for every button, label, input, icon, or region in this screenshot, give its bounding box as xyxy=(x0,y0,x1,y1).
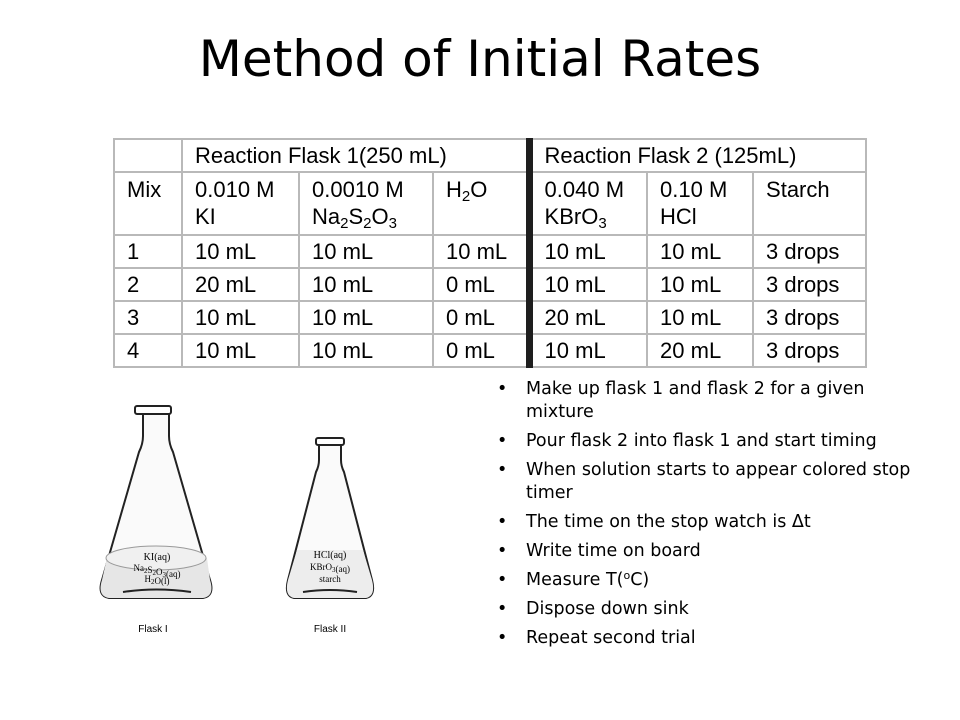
bullet-item: Pour flask 2 into flask 1 and start timi… xyxy=(497,430,937,453)
table-cell: 2 xyxy=(113,267,183,302)
table-cell: 10 mL xyxy=(298,300,434,335)
flask-1-label-1: KI(aq) xyxy=(144,552,171,563)
table-cell: 10 mL xyxy=(525,234,649,269)
table-cell: 3 drops xyxy=(752,234,868,269)
bullet-item: Repeat second trial xyxy=(497,627,937,650)
flask-1-icon: KI(aq) Na2S2O3(aq) H2O(l) Flask I xyxy=(99,405,213,635)
col-water-name: H2O xyxy=(446,177,488,205)
table-cell: 4 xyxy=(113,333,183,368)
col-kbro3-name: KBrO3 xyxy=(544,204,607,232)
flask2-header: Reaction Flask 2 (125mL) xyxy=(525,138,868,173)
reaction-mix-table: Reaction Flask 1(250 mL) Reaction Flask … xyxy=(113,138,868,368)
table-cell: 10 mL xyxy=(298,333,434,368)
col-ki-conc: 0.010 M xyxy=(195,177,275,202)
flask-2-icon: HCl(aq) KBrO3(aq) starch Flask II xyxy=(285,437,375,635)
flask-illustration: KI(aq) Na2S2O3(aq) H2O(l) Flask I HCl(aq… xyxy=(99,405,375,635)
table-header-row: Reaction Flask 1(250 mL) Reaction Flask … xyxy=(113,138,868,173)
bullet-item: Dispose down sink xyxy=(497,598,937,621)
table-row: 1 10 mL 10 mL 10 mL 10 mL 10 mL 3 drops xyxy=(113,234,868,269)
table-cell: 3 drops xyxy=(752,267,868,302)
table-cell: 3 xyxy=(113,300,183,335)
col-kbro3: 0.040 M KBrO3 xyxy=(525,171,649,236)
bullet-item: The time on the stop watch is Δt xyxy=(497,511,937,534)
col-kbro3-conc: 0.040 M xyxy=(544,177,625,202)
slide-title: Method of Initial Rates xyxy=(198,30,762,88)
bullet-item: Write time on board xyxy=(497,540,937,563)
flask-2-label-3: starch xyxy=(319,574,341,584)
bullet-item: Measure T(oC) xyxy=(497,569,937,592)
table-cell: 10 mL xyxy=(431,234,531,269)
bullet-item: When solution starts to appear colored s… xyxy=(497,459,937,505)
table-cell: 0 mL xyxy=(431,300,531,335)
col-thiosulfate-conc: 0.0010 M xyxy=(312,177,404,202)
flask1-header: Reaction Flask 1(250 mL) xyxy=(180,138,531,173)
table-row: 2 20 mL 10 mL 0 mL 10 mL 10 mL 3 drops xyxy=(113,267,868,302)
bullet-item: Make up flask 1 and flask 2 for a given … xyxy=(497,378,937,424)
table-cell: 10 mL xyxy=(646,234,755,269)
table-cell: 10 mL xyxy=(181,333,300,368)
table-row: 4 10 mL 10 mL 0 mL 10 mL 20 mL 3 drops xyxy=(113,333,868,368)
flask-2-label-2: KBrO3(aq) xyxy=(310,562,350,574)
procedure-bullet-list: Make up flask 1 and flask 2 for a given … xyxy=(497,378,937,656)
table-cell: 0 mL xyxy=(431,267,531,302)
table-cell: 0 mL xyxy=(431,333,531,368)
table-cell: 10 mL xyxy=(181,234,300,269)
flask-1-label-3: H2O(l) xyxy=(145,574,170,586)
header-blank-cell xyxy=(113,138,183,173)
table-row: 3 10 mL 10 mL 0 mL 20 mL 10 mL 3 drops xyxy=(113,300,868,335)
col-ki-name: KI xyxy=(195,204,216,229)
flask-2-label-1: HCl(aq) xyxy=(314,550,347,561)
table-cell: 10 mL xyxy=(646,267,755,302)
col-hcl-conc: 0.10 M xyxy=(660,177,728,202)
col-water: H2O xyxy=(431,171,531,236)
col-thiosulfate-name: Na2S2O3 xyxy=(312,204,397,232)
table-body: 1 10 mL 10 mL 10 mL 10 mL 10 mL 3 drops 2 20 mL 1… xyxy=(113,234,868,368)
col-starch: Starch xyxy=(752,171,868,236)
col-mix: Mix xyxy=(113,171,183,236)
table-column-header-row: Mix 0.010 M KI 0.0010 M Na2S2O3 H2O 0.04… xyxy=(113,171,868,236)
table-cell: 10 mL xyxy=(298,267,434,302)
table-cell: 10 mL xyxy=(525,333,649,368)
col-thiosulfate: 0.0010 M Na2S2O3 xyxy=(298,171,434,236)
flask-1-caption: Flask I xyxy=(138,624,167,635)
col-hcl: 0.10 M HCl xyxy=(646,171,755,236)
table-cell: 10 mL xyxy=(525,267,649,302)
table-cell: 10 mL xyxy=(646,300,755,335)
table-cell: 3 drops xyxy=(752,300,868,335)
table-cell: 20 mL xyxy=(525,300,649,335)
table-cell: 1 xyxy=(113,234,183,269)
table-cell: 3 drops xyxy=(752,333,868,368)
col-hcl-name: HCl xyxy=(660,204,697,229)
table-cell: 20 mL xyxy=(646,333,755,368)
table-cell: 10 mL xyxy=(298,234,434,269)
table-cell: 20 mL xyxy=(181,267,300,302)
col-ki: 0.010 M KI xyxy=(181,171,300,236)
flask-2-caption: Flask II xyxy=(314,624,346,635)
table-cell: 10 mL xyxy=(181,300,300,335)
